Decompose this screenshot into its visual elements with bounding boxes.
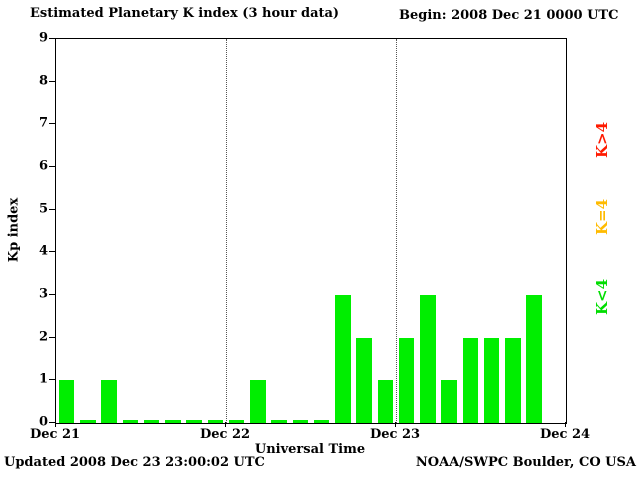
y-tick-mark: [49, 379, 55, 381]
x-axis-label: Universal Time: [254, 442, 366, 457]
kp-bar: [207, 420, 224, 423]
x-tick-label: Dec 24: [539, 427, 591, 442]
kp-bar: [398, 337, 415, 423]
y-tick-label: 1: [38, 371, 48, 387]
y-tick-mark: [49, 166, 55, 167]
x-tick-label: Dec 21: [29, 427, 81, 442]
kp-bar: [143, 420, 160, 423]
y-tick-mark: [49, 336, 55, 338]
x-tick-mark: [55, 422, 56, 427]
kp-bar: [526, 295, 542, 423]
y-tick-mark: [49, 208, 55, 210]
y-tick-label: 5: [38, 201, 48, 217]
y-tick-label: 9: [38, 30, 48, 46]
kp-bar: [250, 380, 266, 423]
kp-bar: [101, 380, 117, 423]
x-tick-label: Dec 23: [369, 427, 421, 442]
y-tick-mark: [49, 294, 55, 295]
x-tick-mark: [395, 422, 396, 427]
y-tick-label: 0: [38, 414, 48, 430]
legend-item: K=4: [593, 198, 611, 236]
day-gridline: [226, 39, 227, 423]
day-gridline: [396, 39, 397, 423]
chart-title: Estimated Planetary K index (3 hour data…: [30, 6, 340, 21]
begin-label: Begin: 2008 Dec 21 0000 UTC: [399, 8, 619, 23]
kp-bar: [483, 337, 500, 423]
y-tick-label: 4: [38, 243, 48, 259]
kp-bar: [165, 420, 181, 423]
y-tick-label: 8: [38, 73, 48, 89]
x-tick-mark: [225, 422, 226, 427]
y-tick-label: 3: [38, 286, 48, 302]
x-tick-label: Dec 22: [199, 427, 251, 442]
kp-bar: [228, 420, 245, 423]
plot-area: [55, 38, 567, 424]
y-tick-label: 2: [38, 329, 48, 345]
kp-bar: [462, 337, 479, 423]
updated-label: Updated 2008 Dec 23 23:00:02 UTC: [4, 455, 265, 470]
kp-bar: [505, 337, 521, 423]
kp-bar: [122, 420, 139, 423]
kp-bar: [292, 420, 309, 423]
y-tick-mark: [49, 422, 55, 423]
y-tick-mark: [49, 38, 55, 39]
y-tick-label: 6: [38, 158, 48, 174]
kp-bar: [313, 420, 330, 423]
x-tick-mark: [565, 422, 566, 427]
kp-bar: [80, 420, 96, 423]
legend-item: K<4: [593, 278, 611, 316]
kp-bar: [58, 380, 75, 423]
kp-bar: [335, 295, 351, 423]
credit-label: NOAA/SWPC Boulder, CO USA: [415, 455, 636, 470]
y-tick-mark: [49, 123, 55, 125]
y-tick-mark: [49, 251, 55, 253]
kp-bar: [356, 337, 372, 423]
legend-item: K>4: [593, 121, 611, 159]
y-tick-label: 7: [38, 115, 48, 131]
kp-bar: [441, 380, 457, 423]
kp-bar: [420, 295, 436, 423]
y-axis-ticks: 0 1 2 3 4 5 6 7 8 9: [18, 31, 48, 430]
kp-bar: [186, 420, 202, 423]
kp-bar: [271, 420, 287, 423]
y-tick-mark: [49, 80, 55, 82]
kp-bar: [377, 380, 394, 423]
